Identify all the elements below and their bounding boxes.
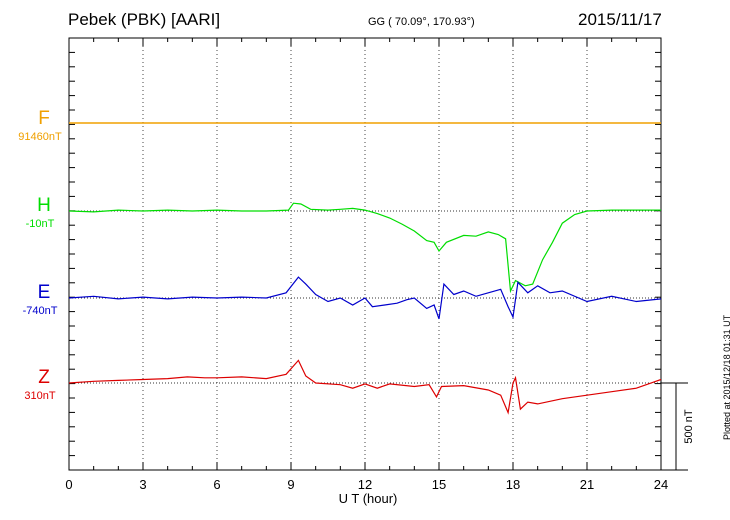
channel-e-label: E xyxy=(37,282,51,303)
channel-f-label: F xyxy=(38,108,50,129)
axis-ticks xyxy=(68,37,662,471)
x-tick-labels: 0 3 6 9 12 15 18 21 24 xyxy=(65,477,668,492)
station-title: Pebek (PBK) [AARI] xyxy=(68,10,221,29)
channel-z-baseline: 310nT xyxy=(24,390,56,402)
trace-z xyxy=(68,359,662,415)
trace-h xyxy=(68,202,661,294)
x-tick-label: 6 xyxy=(213,477,220,492)
data-traces xyxy=(68,122,662,415)
scale-bar: 500 nT xyxy=(661,382,695,471)
grid-lines xyxy=(142,38,588,470)
scale-bar-label: 500 nT xyxy=(683,409,695,444)
x-tick-label: 3 xyxy=(139,477,146,492)
x-tick-label: 15 xyxy=(432,477,446,492)
channel-z-label: Z xyxy=(38,367,50,388)
x-tick-label: 18 xyxy=(506,477,520,492)
x-tick-label: 9 xyxy=(287,477,294,492)
plot-date: 2015/11/17 xyxy=(578,10,662,29)
x-tick-label: 0 xyxy=(65,477,72,492)
x-axis-label: U T (hour) xyxy=(339,491,398,506)
x-tick-label: 24 xyxy=(654,477,668,492)
channel-h-baseline: -10nT xyxy=(25,218,55,230)
channel-e-baseline: -740nT xyxy=(22,305,58,317)
channel-f-baseline: 91460nT xyxy=(18,131,62,143)
x-tick-label: 12 xyxy=(358,477,372,492)
channel-h-label: H xyxy=(37,195,51,216)
geographic-coordinates: GG ( 70.09°, 170.93°) xyxy=(368,16,475,28)
trace-e xyxy=(68,276,662,320)
x-tick-label: 21 xyxy=(580,477,594,492)
